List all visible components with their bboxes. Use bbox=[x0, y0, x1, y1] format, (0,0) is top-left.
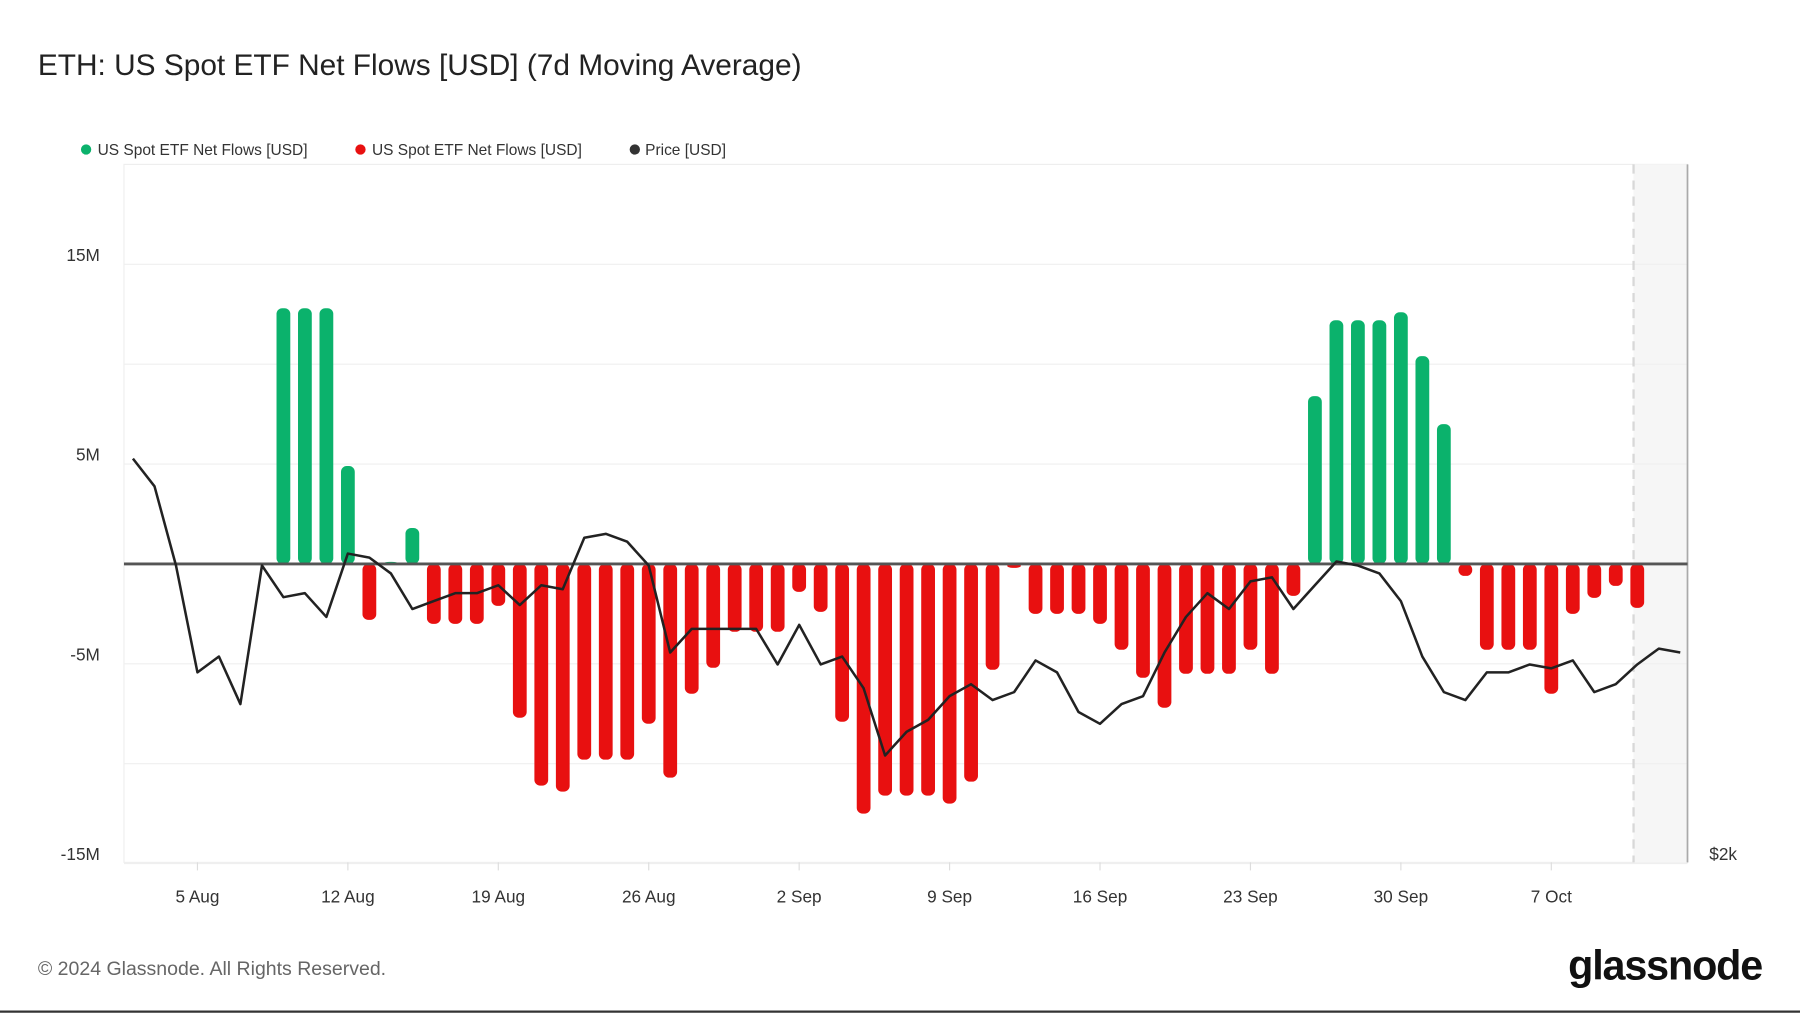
inflow-bar bbox=[1351, 320, 1365, 564]
outflow-bar bbox=[362, 563, 377, 620]
outflow-bar bbox=[1093, 563, 1107, 624]
outflow-bar bbox=[1136, 563, 1150, 678]
outflow-bar bbox=[598, 563, 613, 760]
outflow-bar bbox=[1630, 563, 1645, 608]
outflow-bar bbox=[1458, 563, 1473, 576]
outflow-bar bbox=[1028, 563, 1043, 614]
legend-item-inflows[interactable]: US Spot ETF Net Flows [USD] bbox=[80, 142, 308, 159]
outflow-bar bbox=[813, 563, 828, 612]
outflow-bar bbox=[899, 563, 914, 796]
x-tick-label: 2 Sep bbox=[777, 887, 822, 907]
outflow-bar bbox=[964, 563, 978, 782]
x-axis: 5 Aug 12 Aug 19 Aug 26 Aug 2 Sep 9 Sep 16 Sep 2… bbox=[175, 862, 1572, 907]
outflow-bar bbox=[663, 563, 678, 778]
x-tick-label: 9 Sep bbox=[927, 887, 972, 907]
y-axis-left: 15M 5M -5M -15M bbox=[61, 245, 100, 864]
forecast-shade bbox=[1633, 164, 1688, 863]
outflow-bar bbox=[1565, 563, 1580, 614]
x-tick-label: 19 Aug bbox=[472, 887, 526, 907]
outflow-bar bbox=[1587, 563, 1602, 598]
chart-title: ETH: US Spot ETF Net Flows [USD] (7d Mov… bbox=[38, 49, 802, 82]
outflow-bar bbox=[555, 563, 570, 792]
glassnode-logo: glassnode bbox=[1568, 942, 1762, 988]
outflow-bar bbox=[512, 563, 527, 718]
outflow-bar bbox=[1286, 563, 1301, 596]
outflow-bar bbox=[1522, 563, 1537, 650]
outflow-bar bbox=[942, 563, 957, 804]
outflow-bar bbox=[749, 563, 764, 632]
x-tick-label: 23 Sep bbox=[1223, 887, 1278, 907]
inflow-bar bbox=[405, 527, 420, 564]
legend-marker-dark bbox=[629, 144, 640, 155]
legend-marker-red bbox=[355, 144, 366, 155]
inflow-bar bbox=[276, 308, 291, 564]
outflow-bar bbox=[1243, 563, 1258, 650]
outflow-bar bbox=[792, 563, 807, 592]
y-tick-label: -15M bbox=[61, 844, 100, 864]
x-tick-label: 12 Aug bbox=[321, 887, 375, 907]
outflow-bar bbox=[620, 563, 635, 760]
y-tick-label: 15M bbox=[66, 245, 99, 265]
outflow-bar bbox=[1050, 563, 1064, 614]
x-tick-label: 16 Sep bbox=[1073, 887, 1128, 907]
outflow-bar bbox=[1544, 563, 1559, 694]
copyright: © 2024 Glassnode. All Rights Reserved. bbox=[38, 958, 386, 980]
inflow-bar bbox=[1415, 356, 1430, 564]
outflow-bar bbox=[641, 563, 656, 724]
x-tick-label: 30 Sep bbox=[1374, 887, 1429, 907]
x-tick-label: 5 Aug bbox=[175, 887, 219, 907]
legend: US Spot ETF Net Flows [USD] US Spot ETF … bbox=[80, 142, 726, 159]
outflow-bar bbox=[835, 563, 850, 722]
y-tick-label: -5M bbox=[70, 644, 100, 664]
legend-label: US Spot ETF Net Flows [USD] bbox=[98, 142, 308, 159]
legend-label: US Spot ETF Net Flows [USD] bbox=[372, 142, 582, 159]
x-tick-label: 7 Oct bbox=[1531, 887, 1572, 907]
y-tick-label: 5M bbox=[76, 445, 100, 465]
price-line bbox=[131, 457, 1681, 757]
outflow-bar bbox=[1114, 563, 1129, 650]
outflow-bar bbox=[1071, 563, 1086, 614]
plot-area bbox=[123, 163, 1689, 865]
y-right-tick-label: $2k bbox=[1709, 844, 1737, 864]
inflow-bar bbox=[340, 466, 355, 564]
inflow-bar bbox=[1393, 312, 1408, 564]
inflow-bar bbox=[298, 308, 312, 564]
outflow-bar bbox=[1479, 563, 1494, 650]
inflow-bar bbox=[1329, 320, 1344, 564]
outflow-bar bbox=[1501, 563, 1516, 650]
outflow-bar bbox=[534, 563, 549, 786]
inflow-bar bbox=[319, 308, 334, 564]
inflow-bar bbox=[1436, 424, 1451, 564]
legend-item-outflows[interactable]: US Spot ETF Net Flows [USD] bbox=[355, 142, 582, 159]
outflow-bar bbox=[706, 563, 721, 668]
outflow-bar bbox=[426, 563, 441, 624]
legend-marker-green bbox=[80, 144, 92, 155]
inflow-bar bbox=[1308, 396, 1322, 564]
outflow-bar bbox=[1265, 563, 1279, 674]
outflow-bar bbox=[878, 563, 893, 796]
outflow-bar bbox=[1608, 563, 1623, 586]
outflow-bar bbox=[985, 563, 1000, 670]
inflow-bar bbox=[1372, 320, 1387, 564]
outflow-bar bbox=[1157, 563, 1172, 708]
legend-label: Price [USD] bbox=[645, 142, 726, 159]
outflow-bar bbox=[770, 563, 785, 632]
outflow-bar bbox=[727, 563, 742, 632]
outflow-bar bbox=[921, 563, 935, 796]
outflow-bar bbox=[1200, 563, 1215, 674]
outflow-bar bbox=[577, 563, 592, 760]
legend-item-price[interactable]: Price [USD] bbox=[629, 142, 726, 159]
x-tick-label: 26 Aug bbox=[622, 887, 676, 907]
outflow-bar bbox=[1222, 563, 1236, 674]
